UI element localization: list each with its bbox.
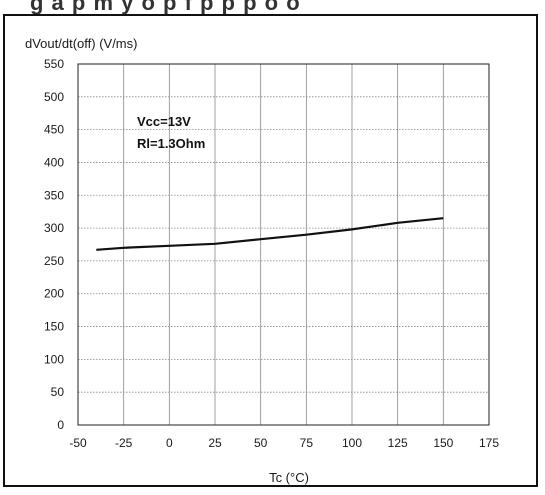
x-tick-label: 0	[166, 436, 173, 450]
x-tick-label: 75	[300, 436, 314, 450]
x-tick-label: 100	[342, 436, 362, 450]
series-line	[96, 217, 444, 251]
x-tick-label: 125	[388, 436, 408, 450]
annotation-vcc: Vcc=13V	[137, 114, 191, 129]
x-tick-labels: -50 -25 0 25 50 75 100 125 150 175	[69, 436, 499, 450]
y-tick-label: 250	[44, 254, 64, 268]
y-tick-label: 150	[44, 320, 64, 334]
chart-frame	[3, 14, 538, 487]
y-tick-label: 200	[44, 287, 64, 301]
y-tick-label: 400	[44, 155, 64, 169]
plot-area	[77, 63, 490, 426]
y-tick-label: 450	[44, 123, 64, 137]
y-tick-label: 350	[44, 188, 64, 202]
cropped-header-text: g a p m y o p f p p p o o	[30, 0, 301, 15]
x-tick-label: 150	[433, 436, 453, 450]
y-tick-label: 300	[44, 221, 64, 235]
series-group	[96, 217, 444, 251]
x-axis-label: Tc (°C)	[269, 470, 309, 485]
y-tick-label: 0	[57, 418, 64, 432]
x-tick-label: 25	[208, 436, 222, 450]
y-tick-label: 500	[44, 90, 64, 104]
x-tick-label: 175	[479, 436, 499, 450]
y-tick-label: 50	[51, 385, 65, 399]
y-axis-label: dVout/dt(off) (V/ms)	[25, 36, 137, 51]
y-tick-label: 100	[44, 352, 64, 366]
x-tick-label: -25	[115, 436, 133, 450]
annotation-rl: Rl=1.3Ohm	[137, 136, 205, 151]
x-tick-label: -50	[69, 436, 87, 450]
y-tick-label: 550	[44, 57, 64, 71]
x-tick-label: 50	[254, 436, 268, 450]
y-tick-labels: 0 50 100 150 200 250 300 350 400 450 500 550	[44, 57, 64, 432]
